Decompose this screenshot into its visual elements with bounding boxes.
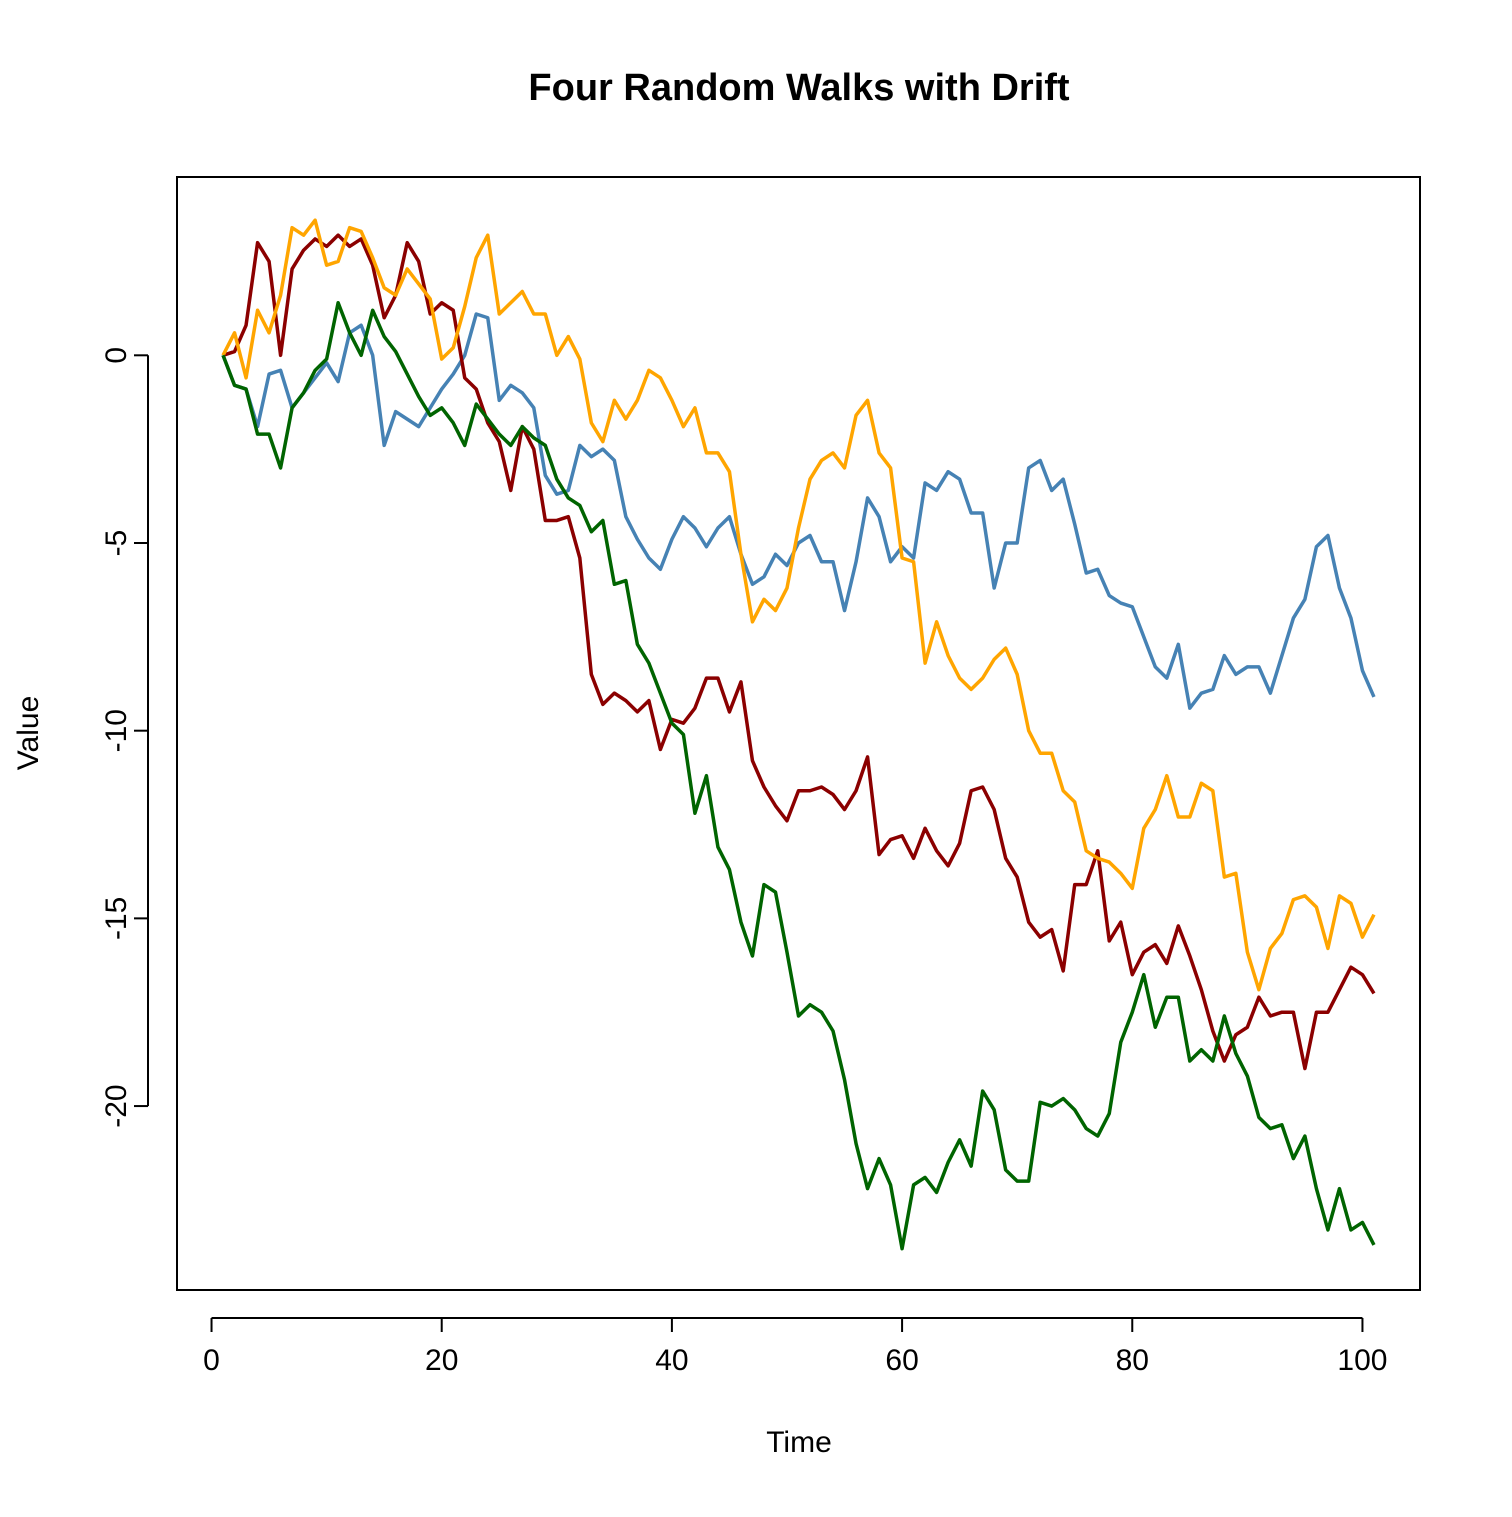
x-tick-label: 60 (885, 1344, 918, 1377)
x-axis-label: Time (766, 1426, 832, 1459)
series-line (221, 312, 1376, 710)
y-tick-label: -10 (100, 709, 133, 752)
series-line (222, 233, 1376, 1071)
series-line (221, 301, 1376, 1251)
x-tick-label: 20 (425, 1344, 458, 1377)
x-tick-label: 80 (1116, 1344, 1149, 1377)
y-tick-label: -15 (100, 897, 133, 940)
x-tick-label: 40 (655, 1344, 688, 1377)
y-tick-label: -5 (100, 530, 133, 557)
y-axis-label: Value (12, 696, 45, 771)
chart-title: Four Random Walks with Drift (528, 67, 1069, 109)
plot-frame (176, 176, 1421, 1291)
y-tick-label: -20 (100, 1084, 133, 1127)
y-tick-label: 0 (100, 347, 133, 364)
x-tick-label: 100 (1337, 1344, 1387, 1377)
series-line (221, 218, 1376, 992)
x-tick-label: 0 (203, 1344, 220, 1377)
